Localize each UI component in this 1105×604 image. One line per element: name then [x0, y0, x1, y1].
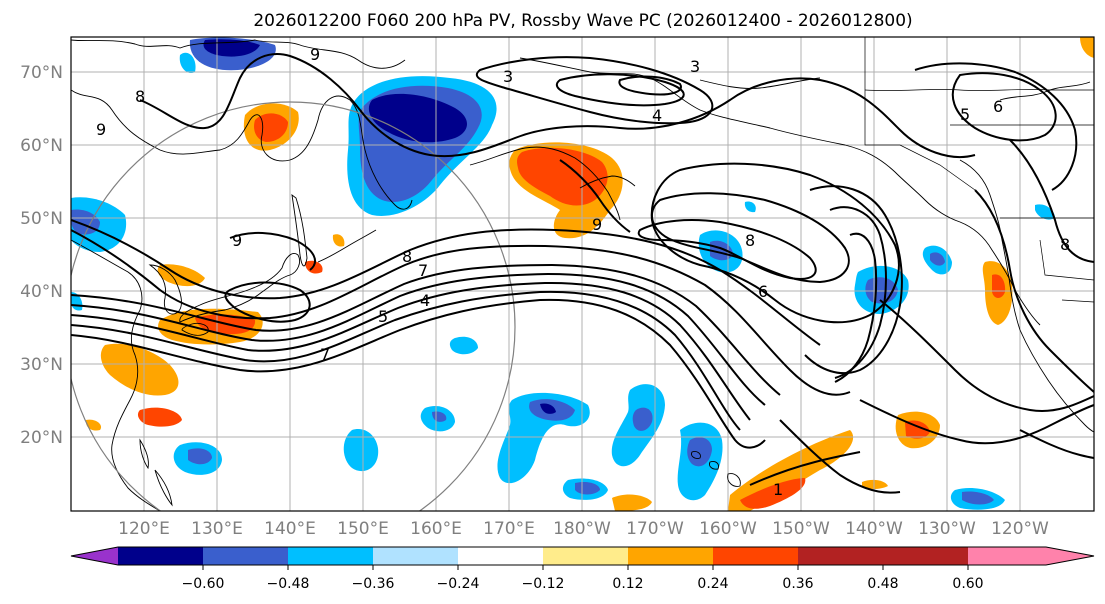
lon-label: 140°W — [845, 519, 903, 539]
colorbar: −0.60 −0.48 −0.36 −0.24 −0.12 0.12 0.24 … — [70, 546, 1095, 592]
contour-label: 3 — [690, 57, 700, 76]
contour-labels: 1 3 3 4 4 5 5 6 6 7 7 8 8 8 8 9 9 9 9 — [96, 45, 1070, 499]
contour-label: 8 — [135, 87, 145, 106]
map-title: 2026012200 F060 200 hPa PV, Rossby Wave … — [253, 11, 912, 31]
lon-label: 130°W — [918, 519, 976, 539]
lat-label: 60°N — [20, 136, 63, 156]
lon-label: 170°E — [483, 519, 535, 539]
contour-label: 9 — [96, 120, 106, 139]
contour-label: 5 — [960, 105, 970, 124]
colorbar-tick-label: 0.36 — [782, 576, 813, 592]
colorbar-tick-label: 0.48 — [867, 576, 898, 592]
contour-label: 3 — [503, 67, 513, 86]
lat-label: 30°N — [20, 355, 63, 375]
lon-label: 160°W — [699, 519, 757, 539]
coastlines — [71, 39, 1094, 511]
contour-label: 6 — [993, 97, 1003, 116]
lat-label: 70°N — [20, 63, 63, 83]
contour-label: 9 — [310, 45, 320, 64]
map-panel: 1 3 3 4 4 5 5 6 6 7 7 8 8 8 8 9 9 9 9 — [71, 37, 1094, 511]
colorbar-segment — [203, 547, 288, 565]
lon-label: 120°E — [118, 519, 170, 539]
contour-label: 7 — [418, 261, 428, 280]
lon-label: 150°W — [772, 519, 830, 539]
colorbar-tick-label: −0.36 — [352, 576, 395, 592]
colorbar-extend-max — [968, 547, 1094, 565]
colorbar-tick-label: −0.24 — [437, 576, 480, 592]
colorbar-segment — [543, 547, 628, 565]
colorbar-extend-max-body — [883, 547, 968, 565]
colorbar-tick-label: −0.60 — [182, 576, 225, 592]
lat-label: 40°N — [20, 282, 63, 302]
contour-label: 5 — [378, 307, 388, 326]
borders — [864, 37, 1094, 303]
colorbar-segment — [373, 547, 458, 565]
contour-label: 4 — [652, 106, 662, 125]
colorbar-tick-label: −0.48 — [267, 576, 310, 592]
lon-label: 120°W — [991, 519, 1049, 539]
colorbar-tick-label: 0.60 — [952, 576, 983, 592]
colorbar-segment — [458, 547, 543, 565]
colorbar-segment — [288, 547, 373, 565]
lon-label: 140°E — [264, 519, 316, 539]
colorbar-segment — [798, 547, 883, 565]
graticule — [71, 37, 1094, 511]
contour-label: 8 — [1060, 235, 1070, 254]
pv-contours — [71, 53, 1094, 494]
lon-label: 170°W — [626, 519, 684, 539]
lon-label: 160°E — [410, 519, 462, 539]
reference-circle — [71, 101, 516, 511]
contour-label: 8 — [402, 247, 412, 266]
colorbar-outline — [70, 546, 1095, 566]
colorbar-segment — [118, 547, 203, 565]
longitude-labels: 120°E 130°E 140°E 150°E 160°E 170°E 180°… — [118, 519, 1049, 539]
latitude-labels: 70°N 60°N 50°N 40°N 30°N 20°N — [20, 63, 63, 448]
contour-label: 7 — [320, 345, 330, 364]
lon-label: 130°E — [191, 519, 243, 539]
colorbar-segment — [628, 547, 713, 565]
colorbar-tick-label: 0.12 — [612, 576, 643, 592]
lat-label: 50°N — [20, 209, 63, 229]
lon-label: 180°W — [553, 519, 611, 539]
contour-label: 9 — [592, 215, 602, 234]
map-frame — [70, 36, 1095, 512]
colorbar-segment — [713, 547, 798, 565]
contour-label: 1 — [773, 480, 783, 499]
contour-label: 4 — [420, 291, 430, 310]
contour-label: 9 — [232, 231, 242, 250]
contour-label: 6 — [758, 282, 768, 301]
lat-label: 20°N — [20, 428, 63, 448]
contour-label: 8 — [745, 231, 755, 250]
colorbar-tick-label: −0.12 — [522, 576, 565, 592]
lon-label: 150°E — [337, 519, 389, 539]
colorbar-tick-label: 0.24 — [697, 576, 728, 592]
colorbar-extend-min — [71, 547, 118, 565]
